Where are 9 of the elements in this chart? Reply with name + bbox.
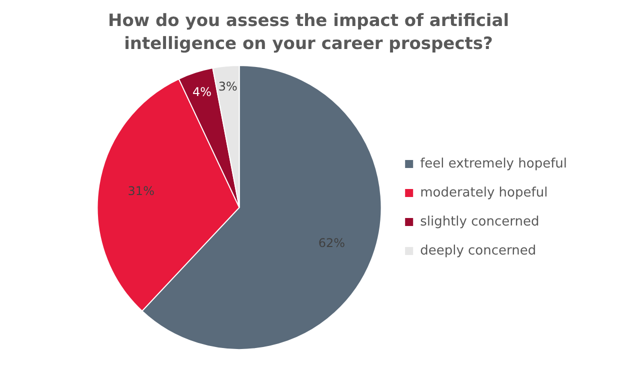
data-label: 62% (318, 236, 346, 250)
legend-label: deeply concerned (420, 243, 536, 258)
legend-label: moderately hopeful (420, 185, 548, 200)
chart-title: How do you assess the impact of artificial intelligence on your career prospects? (106, 10, 510, 56)
data-label: 4% (192, 84, 212, 99)
legend-label: feel extremely hopeful (420, 156, 567, 172)
data-label: 31% (128, 184, 154, 198)
legend-label: slightly concerned (420, 214, 540, 230)
data-label: 3% (218, 79, 238, 94)
